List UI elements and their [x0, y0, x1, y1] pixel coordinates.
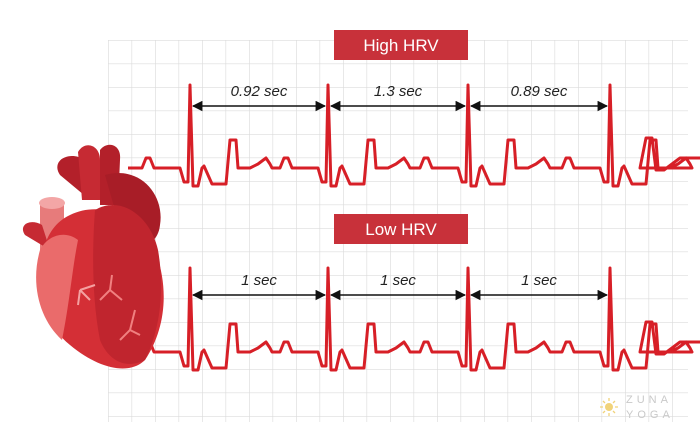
interval-label: 1 sec	[380, 272, 416, 289]
interval-label: 0.89 sec	[511, 83, 568, 100]
title-box	[334, 214, 468, 244]
logo: ZUNA YOGA	[600, 394, 674, 421]
logo-text: ZUNA	[626, 394, 672, 406]
panel-title: Low HRV	[365, 220, 437, 239]
title-box	[334, 30, 468, 60]
ecg-trace	[128, 266, 700, 372]
ecg-traces	[128, 83, 700, 372]
logo-icon	[605, 403, 613, 411]
interval-label: 1.3 sec	[374, 83, 423, 100]
interval-label: 1 sec	[521, 272, 557, 289]
interval-label: 0.92 sec	[231, 83, 288, 100]
ecg-trace	[128, 83, 700, 188]
logo-text: YOGA	[626, 409, 674, 421]
labels: High HRV 0.92 sec 1.3 sec 0.89 sec Low HRV 1 …	[191, 30, 609, 301]
heart-illustration	[22, 144, 164, 369]
interval-label: 1 sec	[241, 272, 277, 289]
panel-title: High HRV	[363, 36, 439, 55]
